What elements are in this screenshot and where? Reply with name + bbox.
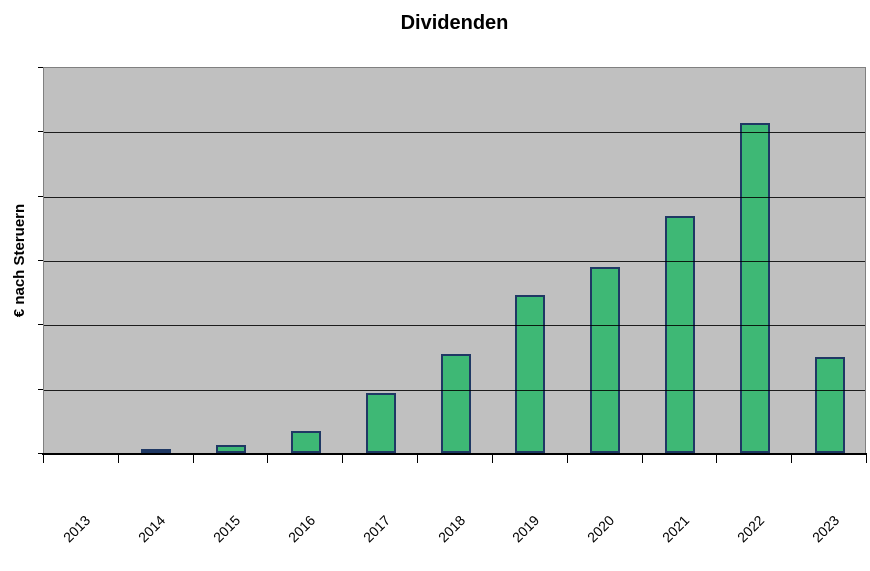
- x-axis-tick: [566, 455, 568, 463]
- y-axis-tick: [38, 67, 43, 68]
- x-axis-label: 2021: [658, 512, 693, 546]
- bar: [141, 449, 172, 453]
- x-axis-label: 2022: [733, 512, 768, 546]
- gridline: [44, 196, 865, 198]
- y-axis-tick: [38, 324, 43, 326]
- bar: [814, 357, 845, 453]
- x-axis-tick: [267, 455, 269, 463]
- x-axis-line: [42, 453, 867, 455]
- x-axis-label: 2015: [210, 512, 244, 546]
- bar: [515, 294, 546, 453]
- bar: [590, 267, 621, 453]
- chart-title: Dividenden: [400, 12, 509, 34]
- gridline: [44, 261, 865, 262]
- plot-area: [43, 67, 866, 453]
- x-axis-tick: [117, 455, 119, 463]
- x-axis-label: 2019: [509, 512, 543, 546]
- x-axis-label: 2013: [60, 512, 94, 546]
- x-axis-label: 2016: [284, 512, 319, 546]
- x-axis-label: 2020: [584, 512, 618, 546]
- bar: [664, 215, 695, 453]
- x-axis-tick: [43, 455, 44, 463]
- y-axis-tick: [38, 388, 43, 390]
- x-axis-tick: [791, 455, 793, 463]
- y-axis-title: € nach Steruern: [11, 203, 29, 317]
- bar: [216, 445, 247, 453]
- x-axis-tick: [641, 455, 643, 463]
- y-axis-title-box: € nach Steruern: [4, 67, 36, 453]
- x-axis-label: 2023: [808, 512, 842, 546]
- x-axis-tick: [866, 455, 867, 463]
- x-axis-label: 2018: [434, 512, 468, 546]
- x-axis-tick: [716, 455, 718, 463]
- x-axis-tick: [192, 455, 194, 463]
- gridline: [44, 389, 865, 391]
- x-axis-label: 2017: [359, 512, 393, 546]
- gridline: [44, 325, 865, 327]
- y-axis-tick: [38, 453, 43, 454]
- gridline: [44, 132, 865, 134]
- bar: [739, 122, 770, 453]
- bar: [290, 431, 321, 453]
- x-axis-tick: [417, 455, 419, 463]
- x-axis-tick: [491, 455, 493, 463]
- x-axis-tick: [342, 455, 344, 463]
- y-axis-tick: [38, 195, 43, 197]
- bar: [440, 353, 471, 453]
- bar: [365, 393, 396, 453]
- x-axis-label: 2014: [135, 512, 169, 546]
- y-axis-tick: [38, 260, 43, 261]
- y-axis-tick: [38, 131, 43, 133]
